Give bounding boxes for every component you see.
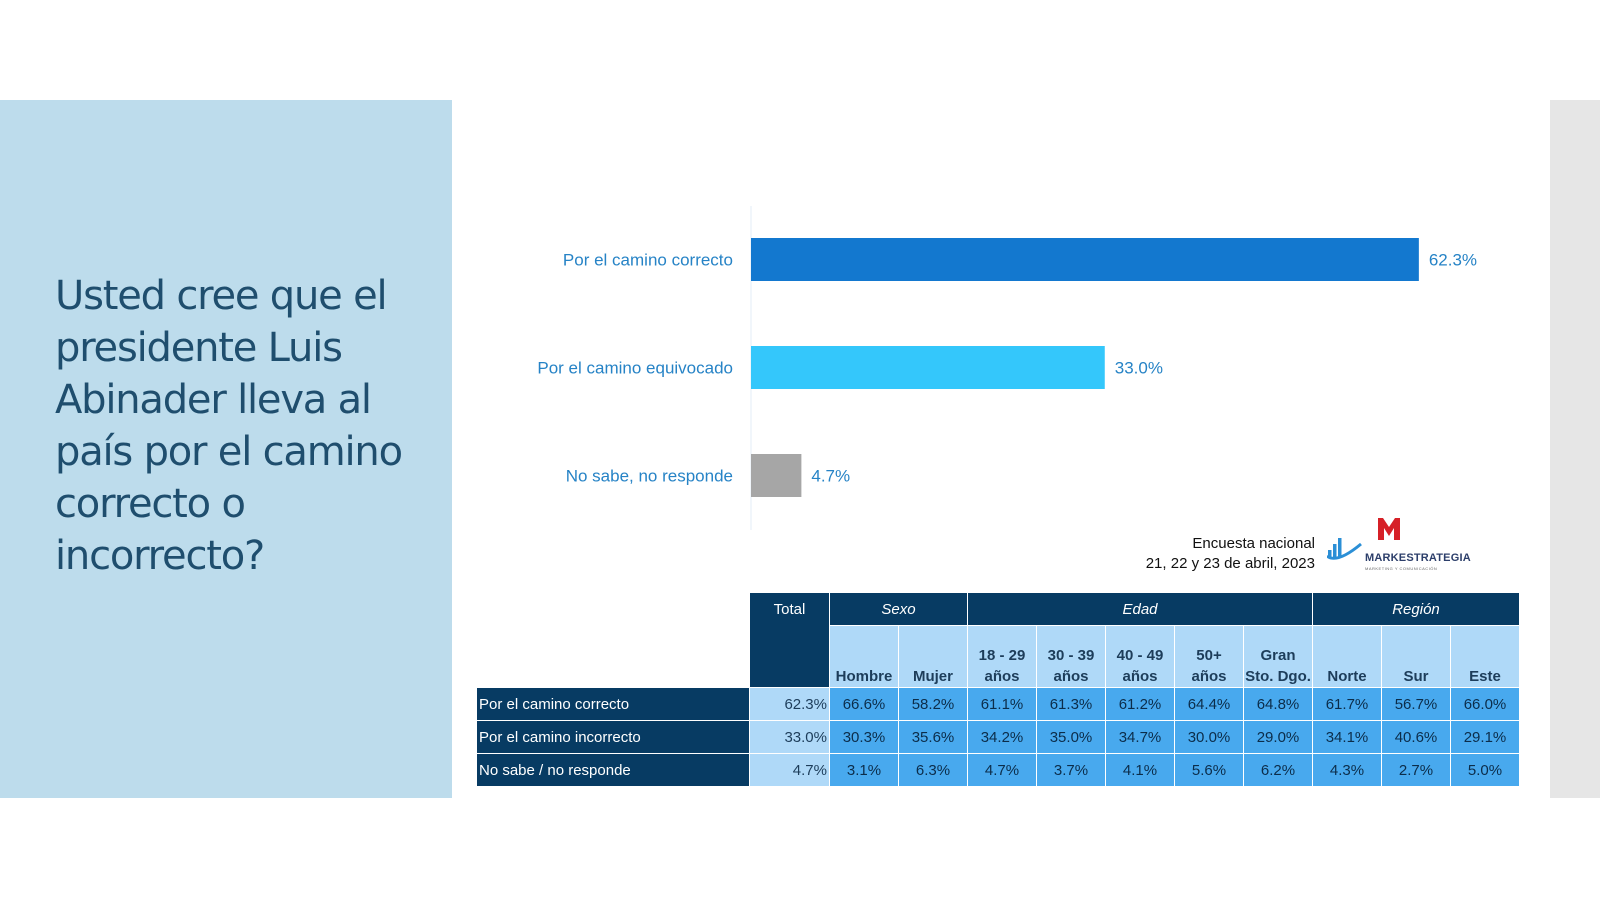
- table-row: Por el camino incorrecto 33.0% 30.3% 35.6% 3…: [476, 720, 1520, 754]
- category-label: No sabe, no responde: [566, 467, 733, 486]
- total-header: Total: [749, 592, 830, 688]
- total-cell: 62.3%: [749, 687, 830, 721]
- group-edad: Edad: [967, 592, 1313, 626]
- table-cell: 56.7%: [1381, 687, 1451, 721]
- column-header: Hombre: [829, 625, 899, 688]
- crosstab-table: Total Sexo Edad Región Hombre Mujer 18 -…: [476, 592, 1520, 787]
- table-cell: 61.2%: [1105, 687, 1175, 721]
- bar: [751, 238, 1419, 281]
- table-corner: [476, 592, 750, 688]
- group-region: Región: [1312, 592, 1520, 626]
- table-cell: 34.2%: [967, 720, 1037, 754]
- table-cell: 30.3%: [829, 720, 899, 754]
- column-header: Sur: [1381, 625, 1451, 688]
- table-cell: 40.6%: [1381, 720, 1451, 754]
- survey-dates: 21, 22 y 23 de abril, 2023: [1145, 555, 1315, 572]
- category-label: Por el camino correcto: [563, 251, 733, 270]
- column-header: Mujer: [898, 625, 968, 688]
- table-cell: 66.0%: [1450, 687, 1520, 721]
- value-label: 4.7%: [811, 467, 850, 486]
- table-cell: 35.6%: [898, 720, 968, 754]
- value-label: 33.0%: [1115, 359, 1163, 378]
- table-cell: 58.2%: [898, 687, 968, 721]
- table-row: Por el camino correcto 62.3% 66.6% 58.2% 61.…: [476, 687, 1520, 721]
- table-cell: 61.3%: [1036, 687, 1106, 721]
- bar: [751, 346, 1105, 389]
- table-cell: 34.1%: [1312, 720, 1382, 754]
- row-label: Por el camino incorrecto: [476, 720, 750, 754]
- group-sexo: Sexo: [829, 592, 968, 626]
- table-cell: 64.4%: [1174, 687, 1244, 721]
- table-cell: 29.1%: [1450, 720, 1520, 754]
- table-row: No sabe / no responde 4.7% 3.1% 6.3% 4.7% 3.7…: [476, 753, 1520, 787]
- survey-title: Encuesta nacional: [1192, 535, 1315, 552]
- table-cell: 35.0%: [1036, 720, 1106, 754]
- bar: [751, 454, 802, 497]
- column-header: Este: [1450, 625, 1520, 688]
- column-header: 18 - 29 años: [967, 625, 1037, 688]
- table-cell: 30.0%: [1174, 720, 1244, 754]
- table-cell: 5.0%: [1450, 753, 1520, 787]
- logo-name: MARKESTRATEGIA: [1365, 552, 1471, 564]
- table-cell: 2.7%: [1381, 753, 1451, 787]
- table-cell: 4.3%: [1312, 753, 1382, 787]
- column-header: 50+ años: [1174, 625, 1244, 688]
- logo-tagline: MARKETING Y COMUNICACIÓN: [1365, 566, 1438, 571]
- row-label: No sabe / no responde: [476, 753, 750, 787]
- table-cell: 3.7%: [1036, 753, 1106, 787]
- table-cell: 34.7%: [1105, 720, 1175, 754]
- table-cell: 6.2%: [1243, 753, 1313, 787]
- table-cell: 61.1%: [967, 687, 1037, 721]
- right-edge-strip: [1550, 100, 1600, 798]
- table-cell: 4.1%: [1105, 753, 1175, 787]
- row-label: Por el camino correcto: [476, 687, 750, 721]
- table-cell: 6.3%: [898, 753, 968, 787]
- column-header: Gran Sto. Dgo.: [1243, 625, 1313, 688]
- total-cell: 33.0%: [749, 720, 830, 754]
- category-label: Por el camino equivocado: [537, 359, 733, 378]
- markestrategia-logo: [1327, 518, 1400, 560]
- table-cell: 4.7%: [967, 753, 1037, 787]
- table-cell: 61.7%: [1312, 687, 1382, 721]
- table-cell: 66.6%: [829, 687, 899, 721]
- table-cell: 5.6%: [1174, 753, 1244, 787]
- column-header: Norte: [1312, 625, 1382, 688]
- table-cell: 29.0%: [1243, 720, 1313, 754]
- table-cell: 3.1%: [829, 753, 899, 787]
- question-title: Usted cree que el presidente Luis Abinad…: [55, 273, 403, 579]
- table-cell: 64.8%: [1243, 687, 1313, 721]
- value-label: 62.3%: [1429, 251, 1477, 270]
- left-panel: [0, 100, 452, 798]
- total-cell: 4.7%: [749, 753, 830, 787]
- column-header: 40 - 49 años: [1105, 625, 1175, 688]
- survey-info: Encuesta nacional 21, 22 y 23 de abril, …: [1060, 534, 1315, 574]
- column-header: 30 - 39 años: [1036, 625, 1106, 688]
